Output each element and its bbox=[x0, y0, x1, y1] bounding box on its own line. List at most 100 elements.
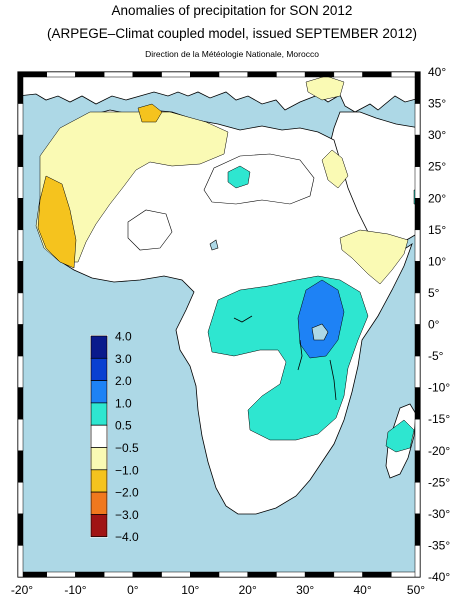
latitude-labels: 40° 35° 30° 25° 20° 15° 10° 5° 0° -5° -10° -15° -20°… bbox=[428, 65, 450, 584]
border-tick bbox=[218, 571, 248, 578]
latitude-label: -20° bbox=[428, 444, 450, 458]
border-tick bbox=[414, 166, 421, 199]
rift-lakes bbox=[233, 315, 337, 401]
legend-label: −3.0 bbox=[115, 508, 139, 522]
border-tick bbox=[414, 450, 421, 483]
border-tick bbox=[362, 71, 392, 78]
latitude-label: 35° bbox=[428, 97, 446, 111]
border-tick bbox=[132, 71, 162, 78]
legend-swatch bbox=[90, 514, 108, 538]
legend-label: −1.0 bbox=[115, 463, 139, 477]
latitude-label: 15° bbox=[428, 223, 446, 237]
lake-victoria bbox=[311, 323, 329, 341]
border-tick bbox=[17, 292, 24, 325]
dry-region-horn bbox=[339, 229, 409, 285]
legend-swatch bbox=[90, 491, 108, 515]
latitude-label: 0° bbox=[428, 318, 440, 332]
legend-swatch bbox=[90, 424, 108, 448]
border-tick bbox=[17, 513, 24, 546]
longitude-label: 50° bbox=[407, 583, 425, 597]
border-tick bbox=[247, 571, 277, 578]
border-tick bbox=[414, 545, 421, 578]
border-tick bbox=[46, 71, 76, 78]
border-tick bbox=[414, 261, 421, 294]
border-tick bbox=[17, 103, 24, 136]
colorbar-legend: 4.0 3.0 2.0 1.0 0.5 −0.5 −1.0 −2.0 −3.0 −4.0 bbox=[90, 330, 139, 544]
legend-swatch bbox=[90, 447, 108, 471]
border-tick bbox=[414, 482, 421, 515]
contour-sahara bbox=[203, 153, 315, 205]
map-subtitle: (ARPEGE–Climat coupled model, issued SEP… bbox=[47, 26, 417, 41]
border-tick bbox=[17, 261, 24, 294]
longitude-labels: -20° -10° 0° 10° 20° 30° 40° 50° bbox=[11, 583, 425, 597]
latitude-label: -15° bbox=[428, 412, 450, 426]
legend-label: 2.0 bbox=[115, 374, 132, 388]
border-tick bbox=[414, 513, 421, 546]
latitude-label: 25° bbox=[428, 160, 446, 174]
longitude-label: -10° bbox=[64, 583, 86, 597]
legend-label: 3.0 bbox=[115, 352, 132, 366]
border-tick bbox=[247, 71, 277, 78]
border-tick bbox=[103, 71, 134, 78]
border-tick bbox=[17, 418, 24, 451]
dry-region-red-sea bbox=[321, 149, 349, 189]
latitude-label: -30° bbox=[428, 507, 450, 521]
border-tick bbox=[414, 198, 421, 231]
longitude-label: 10° bbox=[181, 583, 199, 597]
border-tick bbox=[132, 571, 162, 578]
legend-label: 4.0 bbox=[115, 330, 132, 344]
longitude-label: 40° bbox=[353, 583, 371, 597]
border-tick bbox=[17, 450, 24, 483]
dry-region-senegal bbox=[37, 175, 77, 269]
latitude-label: 40° bbox=[428, 65, 446, 79]
border-tick bbox=[46, 571, 76, 578]
longitude-label: 0° bbox=[127, 583, 139, 597]
latitude-label: 30° bbox=[428, 128, 446, 142]
latitude-label: -25° bbox=[428, 475, 450, 489]
border-tick bbox=[414, 134, 421, 167]
border-tick bbox=[333, 571, 363, 578]
border-tick bbox=[17, 71, 24, 104]
lake-chad bbox=[209, 239, 219, 251]
longitude-label: 30° bbox=[296, 583, 314, 597]
map-border-ticks bbox=[17, 71, 421, 578]
border-tick bbox=[414, 103, 421, 136]
border-tick bbox=[17, 545, 24, 578]
border-tick bbox=[414, 229, 421, 262]
latitude-label: 10° bbox=[428, 254, 446, 268]
legend-label: 0.5 bbox=[115, 419, 132, 433]
latitude-label: -5° bbox=[428, 349, 444, 363]
legend-swatch bbox=[90, 380, 108, 404]
border-tick bbox=[304, 71, 335, 78]
longitude-label: 20° bbox=[239, 583, 257, 597]
legend-label: −2.0 bbox=[115, 486, 139, 500]
latitude-label: -40° bbox=[428, 570, 450, 584]
border-tick bbox=[17, 482, 24, 515]
border-tick bbox=[414, 71, 421, 104]
longitude-label: -20° bbox=[11, 583, 33, 597]
border-tick bbox=[362, 571, 392, 578]
legend-swatch bbox=[90, 357, 108, 381]
border-tick bbox=[17, 198, 24, 231]
border-tick bbox=[276, 571, 306, 578]
border-tick bbox=[161, 571, 191, 578]
wet-region-sahara-spot bbox=[227, 165, 251, 189]
border-tick bbox=[190, 71, 220, 78]
border-tick bbox=[17, 134, 24, 167]
border-tick bbox=[17, 387, 24, 420]
border-tick bbox=[161, 71, 191, 78]
legend-label: 1.0 bbox=[115, 396, 132, 410]
wet-region-madagascar bbox=[385, 419, 415, 453]
contour-west-africa bbox=[127, 209, 173, 251]
very-wet-region-lake-victoria bbox=[297, 279, 345, 359]
legend-swatch bbox=[90, 335, 108, 359]
legend-swatch bbox=[90, 402, 108, 426]
border-tick bbox=[17, 324, 24, 357]
dry-region-algeria bbox=[137, 103, 163, 123]
border-tick bbox=[276, 71, 306, 78]
border-tick bbox=[75, 571, 105, 578]
latitude-label: 20° bbox=[428, 191, 446, 205]
border-tick bbox=[218, 71, 248, 78]
border-tick bbox=[414, 292, 421, 325]
